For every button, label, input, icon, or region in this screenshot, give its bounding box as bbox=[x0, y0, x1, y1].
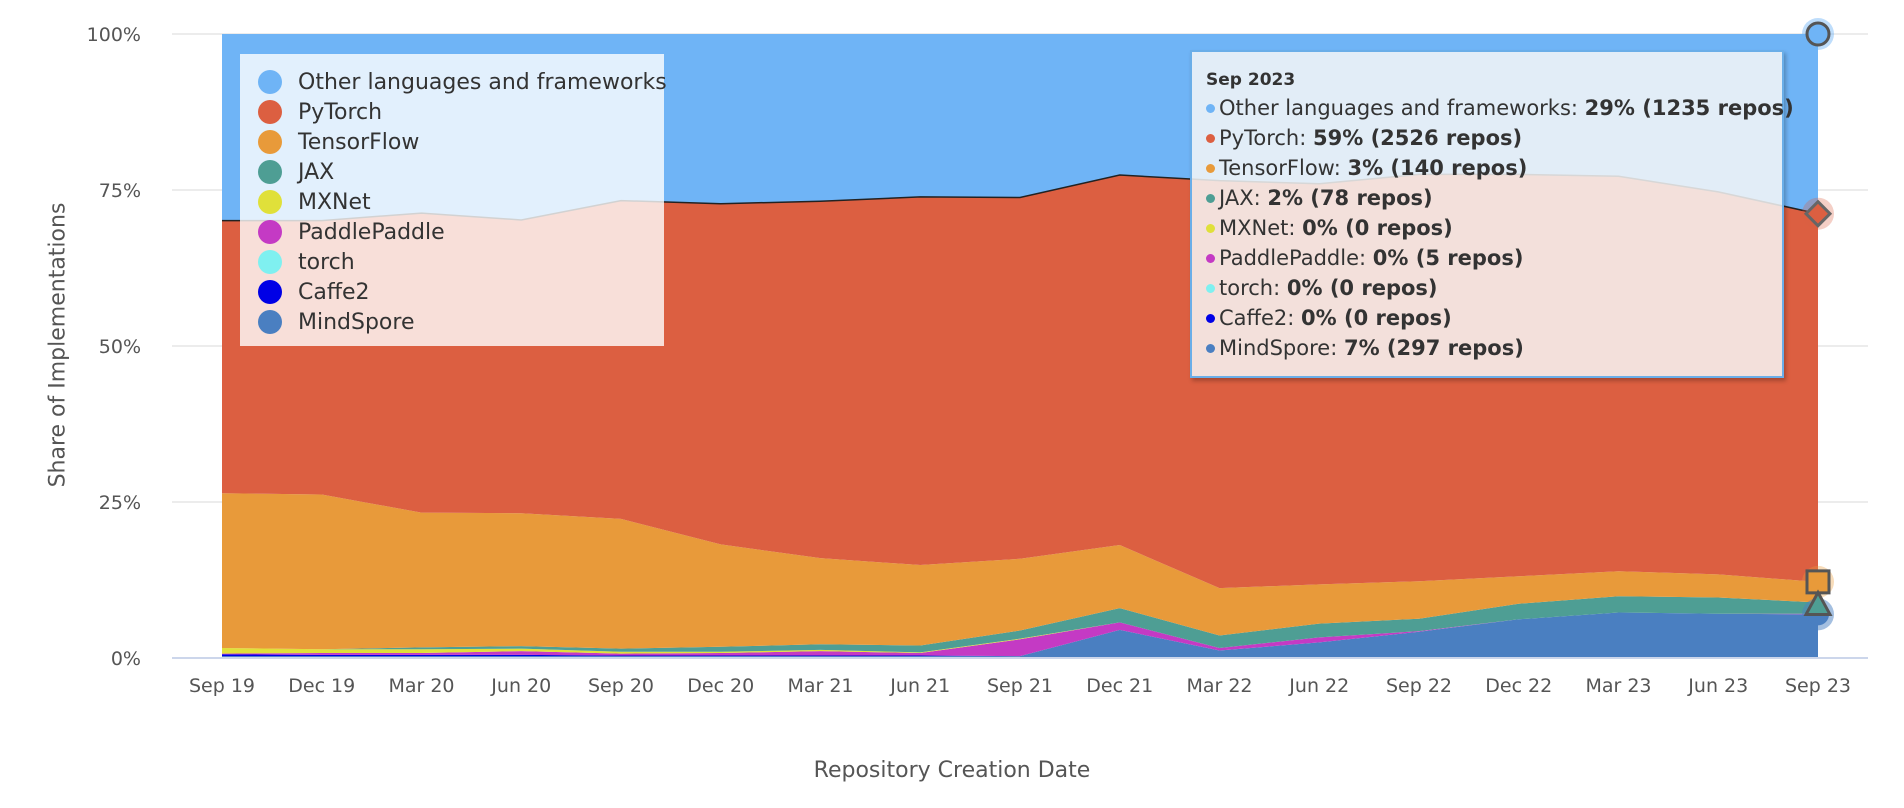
x-tick-label: Mar 20 bbox=[388, 675, 454, 697]
legend-swatch bbox=[258, 280, 282, 304]
hover-marker-jax bbox=[1803, 589, 1833, 616]
x-tick-label: Jun 22 bbox=[1288, 675, 1349, 697]
legend-label: MXNet bbox=[298, 189, 371, 215]
legend-item-pytorch[interactable]: PyTorch bbox=[258, 97, 382, 127]
y-tick-label: 100% bbox=[87, 24, 141, 46]
x-tick-label: Mar 22 bbox=[1186, 675, 1252, 697]
area-tensorflow bbox=[222, 493, 1818, 650]
tooltip-swatch bbox=[1206, 253, 1215, 263]
tooltip-series-value: 7% (297 repos) bbox=[1343, 336, 1524, 360]
tooltip-swatch bbox=[1206, 133, 1215, 143]
tooltip-swatch bbox=[1206, 283, 1215, 293]
tooltip-row: Other languages and frameworks: 29% (123… bbox=[1206, 96, 1794, 120]
x-tick-label: Sep 23 bbox=[1785, 675, 1851, 697]
tooltip-row: MXNet: 0% (0 repos) bbox=[1206, 216, 1453, 240]
tooltip-series-label: torch: bbox=[1219, 276, 1281, 300]
tooltip-series-label: JAX: bbox=[1219, 186, 1261, 210]
tooltip-series-value: 2% (78 repos) bbox=[1267, 186, 1433, 210]
tooltip-series-label: PyTorch: bbox=[1219, 126, 1307, 150]
tooltip-series-value: 0% (0 repos) bbox=[1302, 216, 1453, 240]
tooltip-row: Caffe2: 0% (0 repos) bbox=[1206, 306, 1452, 330]
legend-item-jax[interactable]: JAX bbox=[258, 157, 334, 187]
legend-label: PyTorch bbox=[298, 99, 383, 125]
tooltip-series-label: MXNet: bbox=[1219, 216, 1296, 240]
tooltip-row: PaddlePaddle: 0% (5 repos) bbox=[1206, 246, 1523, 270]
legend-item-paddlepaddle[interactable]: PaddlePaddle bbox=[258, 217, 445, 247]
hover-marker-other bbox=[1805, 21, 1831, 47]
legend-swatch bbox=[258, 190, 282, 214]
legend-label: MindSpore bbox=[298, 309, 415, 335]
y-tick-label: 75% bbox=[99, 180, 141, 202]
tooltip-series-label: Caffe2: bbox=[1219, 306, 1295, 330]
y-axis-title: Share of Implementations bbox=[45, 202, 71, 488]
x-tick-label: Dec 22 bbox=[1485, 675, 1552, 697]
tooltip-series-value: 0% (0 repos) bbox=[1301, 306, 1452, 330]
x-tick-label: Jun 23 bbox=[1687, 675, 1748, 697]
tooltip-series-value: 0% (5 repos) bbox=[1372, 246, 1524, 270]
tooltip-row: JAX: 2% (78 repos) bbox=[1206, 186, 1433, 210]
y-tick-label: 25% bbox=[99, 492, 141, 514]
x-axis-title: Repository Creation Date bbox=[813, 758, 1091, 783]
x-tick-label: Sep 21 bbox=[987, 675, 1053, 697]
tooltip-swatch bbox=[1206, 343, 1215, 353]
tooltip-series-value: 0% (0 repos) bbox=[1286, 276, 1438, 300]
legend-swatch bbox=[258, 100, 282, 124]
area-jax bbox=[222, 596, 1818, 653]
tooltip-swatch bbox=[1206, 223, 1215, 233]
legend-label: Other languages and frameworks bbox=[298, 69, 667, 95]
tooltip-row: MindSpore: 7% (297 repos) bbox=[1206, 336, 1524, 360]
x-tick-label: Mar 21 bbox=[787, 675, 853, 697]
legend-swatch bbox=[258, 250, 282, 274]
legend-swatch bbox=[258, 70, 282, 94]
chart-tooltip: Sep 2023 Other languages and frameworks:… bbox=[1190, 50, 1794, 378]
legend-item-caffe2[interactable]: Caffe2 bbox=[258, 277, 370, 307]
legend-item-other[interactable]: Other languages and frameworks bbox=[258, 67, 667, 97]
legend-swatch bbox=[258, 220, 282, 244]
y-tick-label: 0% bbox=[111, 648, 141, 670]
legend-label: JAX bbox=[298, 159, 335, 185]
x-tick-label: Jun 20 bbox=[490, 675, 551, 697]
tooltip-series-label: PaddlePaddle: bbox=[1219, 246, 1367, 270]
tooltip-series-label: MindSpore: bbox=[1219, 336, 1338, 360]
area-paddlepaddle bbox=[222, 612, 1818, 657]
legend-swatch bbox=[258, 130, 282, 154]
tooltip-header: Sep 2023 bbox=[1206, 70, 1296, 90]
x-tick-label: Sep 19 bbox=[189, 675, 255, 697]
y-tick-label: 50% bbox=[99, 336, 141, 358]
legend-label: PaddlePaddle bbox=[298, 219, 445, 245]
tooltip-series-value: 3% (140 repos) bbox=[1347, 156, 1528, 180]
tooltip-swatch bbox=[1206, 103, 1215, 113]
legend-label: torch bbox=[298, 249, 355, 275]
legend-item-torch[interactable]: torch bbox=[258, 247, 355, 277]
area-mindspore bbox=[222, 612, 1818, 658]
legend-swatch bbox=[258, 160, 282, 184]
tooltip-row: PyTorch: 59% (2526 repos) bbox=[1206, 126, 1522, 150]
tooltip-row: torch: 0% (0 repos) bbox=[1206, 276, 1438, 300]
x-tick-label: Mar 23 bbox=[1585, 675, 1651, 697]
tooltip-series-value: 59% (2526 repos) bbox=[1313, 126, 1523, 150]
x-tick-label: Sep 22 bbox=[1386, 675, 1452, 697]
tooltip-swatch bbox=[1206, 313, 1215, 323]
tooltip-row: TensorFlow: 3% (140 repos) bbox=[1206, 156, 1527, 180]
tooltip-swatch bbox=[1206, 193, 1215, 203]
tooltip-swatch bbox=[1206, 163, 1215, 173]
legend-item-tensorflow[interactable]: TensorFlow bbox=[258, 127, 419, 157]
area-mxnet bbox=[222, 612, 1818, 654]
x-tick-label: Dec 21 bbox=[1086, 675, 1153, 697]
tooltip-series-label: TensorFlow: bbox=[1219, 156, 1341, 180]
x-tick-label: Sep 20 bbox=[588, 675, 654, 697]
x-tick-label: Dec 20 bbox=[687, 675, 754, 697]
legend-label: TensorFlow bbox=[298, 129, 420, 155]
chart-legend: Other languages and frameworks PyTorch T… bbox=[240, 54, 667, 346]
legend-label: Caffe2 bbox=[298, 279, 370, 305]
x-tick-label: Dec 19 bbox=[288, 675, 355, 697]
x-tick-label: Jun 21 bbox=[889, 675, 950, 697]
tooltip-series-label: Other languages and frameworks: bbox=[1219, 96, 1578, 120]
tooltip-series-value: 29% (1235 repos) bbox=[1584, 96, 1794, 120]
legend-swatch bbox=[258, 310, 282, 334]
legend-item-mxnet[interactable]: MXNet bbox=[258, 187, 371, 217]
hover-marker-pytorch bbox=[1803, 199, 1833, 228]
legend-item-mindspore[interactable]: MindSpore bbox=[258, 307, 415, 337]
